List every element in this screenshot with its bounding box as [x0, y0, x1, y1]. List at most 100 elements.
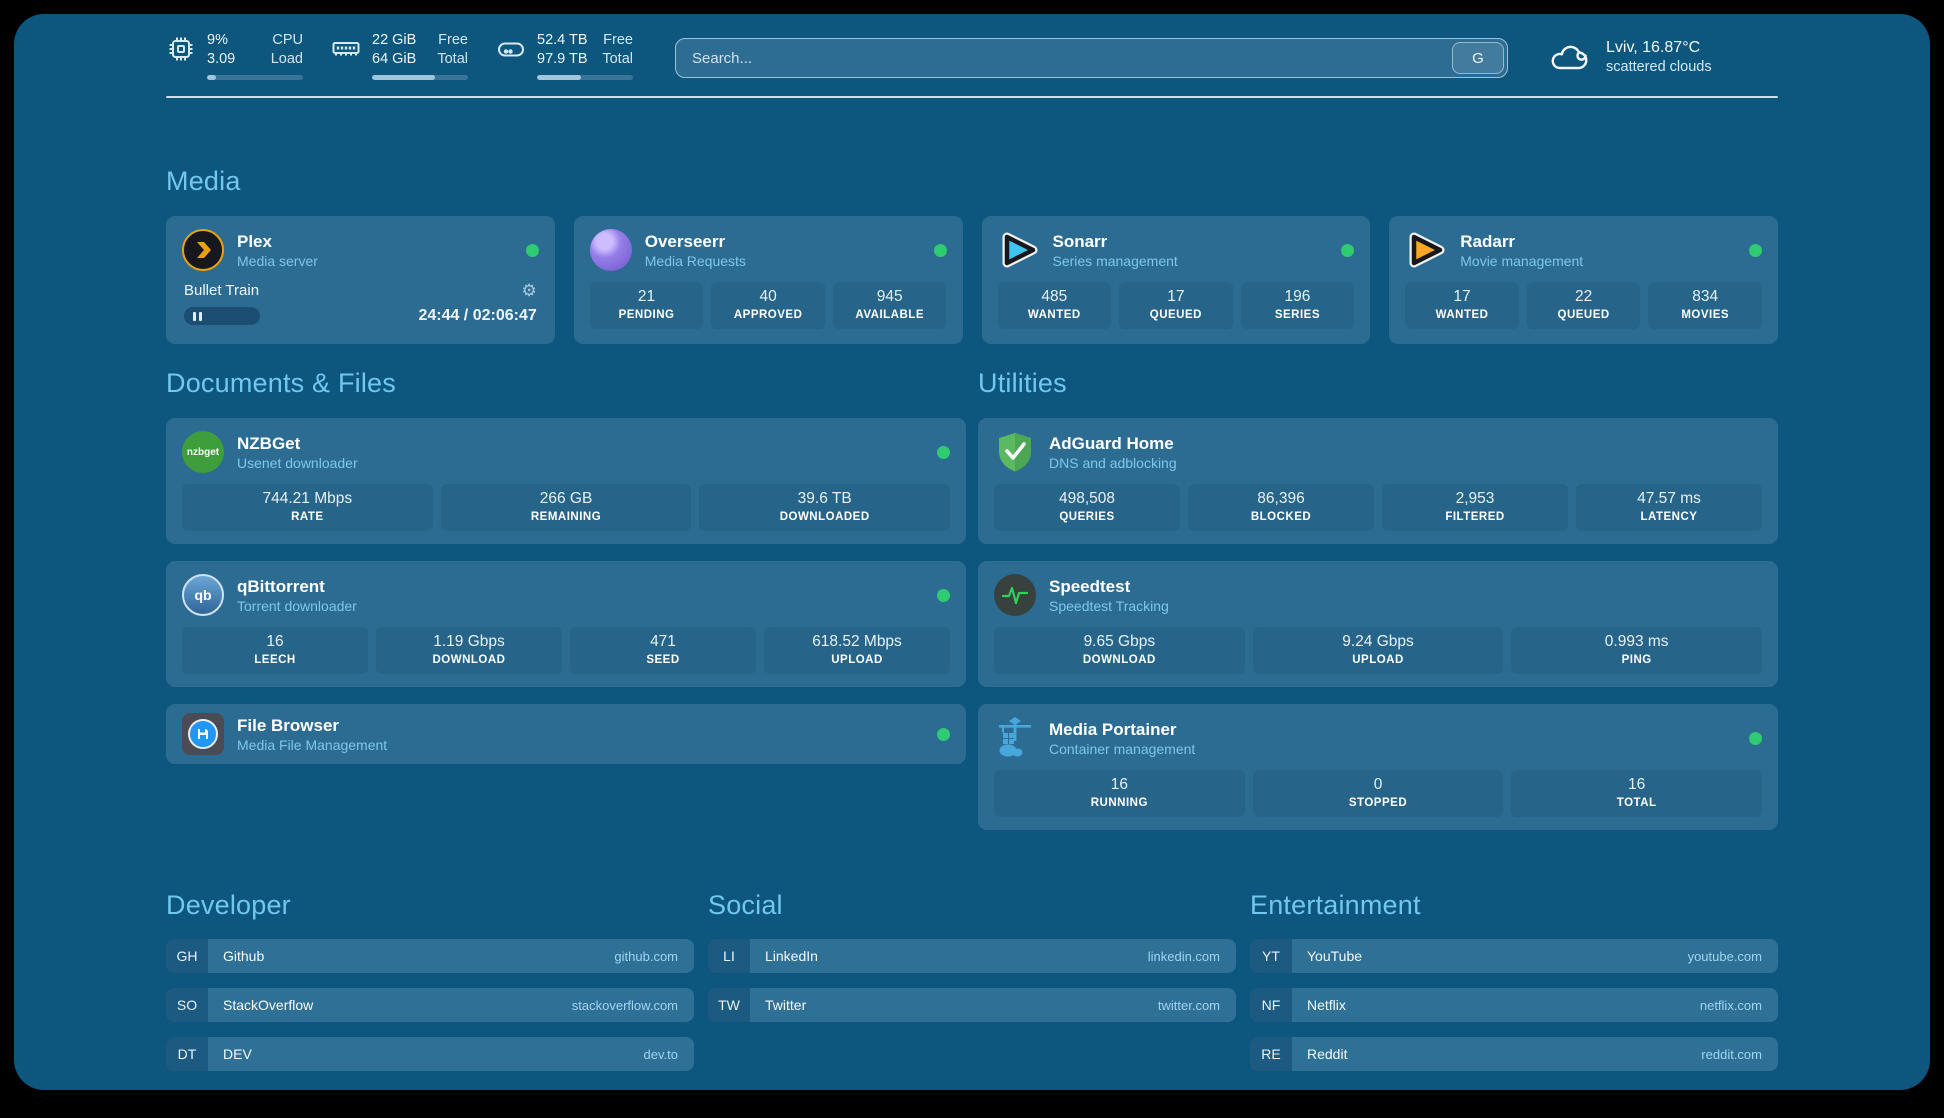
status-dot	[937, 588, 950, 602]
cpu-icon	[169, 37, 193, 60]
card-title: Sonarr	[1052, 231, 1108, 251]
bookmark-linkedin[interactable]: LI LinkedIn linkedin.com	[708, 939, 1236, 973]
weather-text: Lviv, 16.87°C scattered clouds	[1606, 37, 1712, 77]
bookmark-name: LinkedIn	[765, 948, 818, 964]
card-title: AdGuard Home	[1049, 433, 1174, 453]
bookmark-url: github.com	[614, 948, 678, 964]
portainer-icon	[994, 717, 1036, 759]
memory-progress-fill	[372, 74, 436, 80]
card-title: File Browser	[237, 715, 340, 735]
sonarr-icon	[998, 229, 1040, 271]
status-dot	[1749, 243, 1762, 257]
card-subtitle: Speedtest Tracking	[1049, 597, 1169, 614]
bookmark-dev[interactable]: DT DEV dev.to	[166, 1037, 694, 1071]
card-subtitle: Movie management	[1460, 252, 1584, 269]
stat-downloaded: 39.6 TB DOWNLOADED	[699, 484, 951, 531]
weather-location-temp: Lviv, 16.87°C	[1606, 39, 1701, 56]
adguard-card[interactable]: AdGuard Home DNS and adblocking 498,508 Q…	[978, 418, 1778, 544]
qbittorrent-card[interactable]: qb qBittorrent Torrent downloader 16 LEEC…	[166, 561, 966, 687]
overseerr-icon	[589, 229, 632, 271]
stat-download: 9.65 Gbps DOWNLOAD	[994, 627, 1245, 674]
qbittorrent-icon: qb	[182, 574, 224, 616]
documents-column: Documents & Files nzbget NZBGet Usenet d…	[166, 368, 966, 830]
section-title-developer: Developer	[166, 890, 291, 920]
memory-progress-track	[372, 74, 468, 80]
card-title: NZBGet	[237, 433, 301, 453]
pause-button[interactable]	[184, 307, 260, 325]
disk-labels: Free Total	[602, 31, 633, 67]
memory-monitor: 22 GiB 64 GiB Free Total	[331, 31, 468, 80]
plex-card[interactable]: Plex Media server Bullet Train ⚙ 24:44 /…	[166, 216, 555, 344]
stat-series: 196 SERIES	[1240, 282, 1355, 329]
stat-running: 16 RUNNING	[994, 770, 1245, 817]
bookmark-url: linkedin.com	[1147, 948, 1220, 964]
cpu-progress-fill	[207, 74, 216, 80]
memory-values: 22 GiB 64 GiB	[372, 31, 417, 67]
header-divider	[166, 96, 1778, 98]
bookmark-abbr: YT	[1250, 939, 1292, 973]
radarr-card[interactable]: Radarr Movie management 17 WANTED 22 QUEUE…	[1389, 216, 1778, 344]
filebrowser-card[interactable]: File Browser Media File Management	[166, 704, 966, 764]
disk-icon	[498, 42, 524, 56]
status-dot	[933, 243, 947, 257]
stat-latency: 47.57 ms LATENCY	[1576, 484, 1762, 531]
system-monitors: 9% 3.09 CPU Load	[166, 31, 633, 80]
disk-progress-track	[537, 74, 633, 80]
plex-icon	[182, 229, 224, 271]
section-title-utilities: Utilities	[978, 368, 1067, 398]
bookmark-url: dev.to	[643, 1046, 678, 1062]
stat-download: 1.19 Gbps DOWNLOAD	[376, 627, 562, 674]
stat-available: 945 AVAILABLE	[832, 282, 947, 329]
dashboard-panel: 9% 3.09 CPU Load	[14, 14, 1930, 1090]
card-title: Overseerr	[644, 231, 726, 251]
status-dot	[937, 445, 950, 459]
bookmarks-social: Social LI LinkedIn linkedin.com TW Twitt…	[708, 890, 1236, 1086]
card-title: qBittorrent	[237, 576, 325, 596]
stat-queries: 498,508 QUERIES	[994, 484, 1180, 531]
bookmark-abbr: NF	[1250, 988, 1292, 1022]
gear-icon[interactable]: ⚙	[521, 280, 537, 300]
bookmark-name: Netflix	[1307, 997, 1346, 1013]
bookmarks-entertainment: Entertainment YT YouTube youtube.com NF …	[1250, 890, 1778, 1086]
section-title-entertainment: Entertainment	[1250, 890, 1421, 920]
bookmark-name: StackOverflow	[223, 997, 314, 1013]
bookmark-youtube[interactable]: YT YouTube youtube.com	[1250, 939, 1778, 973]
card-subtitle: Media server	[237, 252, 318, 269]
bookmark-abbr: LI	[708, 939, 750, 973]
section-title-documents: Documents & Files	[166, 368, 396, 398]
bookmarks-section: Developer GH Github github.com SO StackO…	[166, 890, 1778, 1090]
bookmark-abbr: DT	[166, 1037, 208, 1071]
overseerr-card[interactable]: Overseerr Media Requests 21 PENDING 40 APP…	[573, 216, 963, 344]
top-bar: 9% 3.09 CPU Load	[166, 14, 1778, 80]
bookmark-twitter[interactable]: TW Twitter twitter.com	[708, 988, 1236, 1022]
bookmark-reddit[interactable]: RE Reddit reddit.com	[1250, 1037, 1778, 1071]
search-input[interactable]	[675, 38, 1508, 78]
nzbget-card[interactable]: nzbget NZBGet Usenet downloader 744.21 M…	[166, 418, 966, 544]
cloud-icon	[1551, 45, 1588, 70]
card-subtitle: DNS and adblocking	[1049, 454, 1177, 471]
pause-icon	[193, 311, 196, 321]
card-subtitle: Container management	[1049, 740, 1196, 757]
speedtest-icon	[994, 574, 1036, 616]
bookmark-stackoverflow[interactable]: SO StackOverflow stackoverflow.com	[166, 988, 694, 1022]
stat-approved: 40 APPROVED	[711, 282, 825, 329]
cpu-monitor: 9% 3.09 CPU Load	[166, 31, 303, 80]
stat-wanted: 17 WANTED	[1405, 282, 1519, 329]
stat-seed: 471 SEED	[570, 627, 756, 674]
stat-blocked: 86,396 BLOCKED	[1188, 484, 1374, 531]
section-title-media: Media	[166, 166, 241, 196]
sonarr-card[interactable]: Sonarr Series management 485 WANTED 17 QUE…	[981, 216, 1371, 344]
bookmark-abbr: RE	[1250, 1037, 1292, 1071]
bookmark-name: Twitter	[765, 997, 807, 1013]
stat-movies: 834 MOVIES	[1648, 282, 1762, 329]
bookmark-netflix[interactable]: NF Netflix netflix.com	[1250, 988, 1778, 1022]
now-playing-title: Bullet Train	[184, 282, 260, 299]
disk-monitor: 52.4 TB 97.9 TB Free Total	[496, 31, 633, 80]
bookmark-name: Reddit	[1307, 1046, 1348, 1062]
card-title: Speedtest	[1049, 576, 1131, 596]
bookmark-url: reddit.com	[1701, 1046, 1762, 1062]
portainer-card[interactable]: Media Portainer Container management 16 R…	[978, 704, 1778, 830]
speedtest-card[interactable]: Speedtest Speedtest Tracking 9.65 Gbps DO…	[978, 561, 1778, 687]
search-engine-button[interactable]: G	[1452, 42, 1504, 74]
bookmark-github[interactable]: GH Github github.com	[166, 939, 694, 973]
